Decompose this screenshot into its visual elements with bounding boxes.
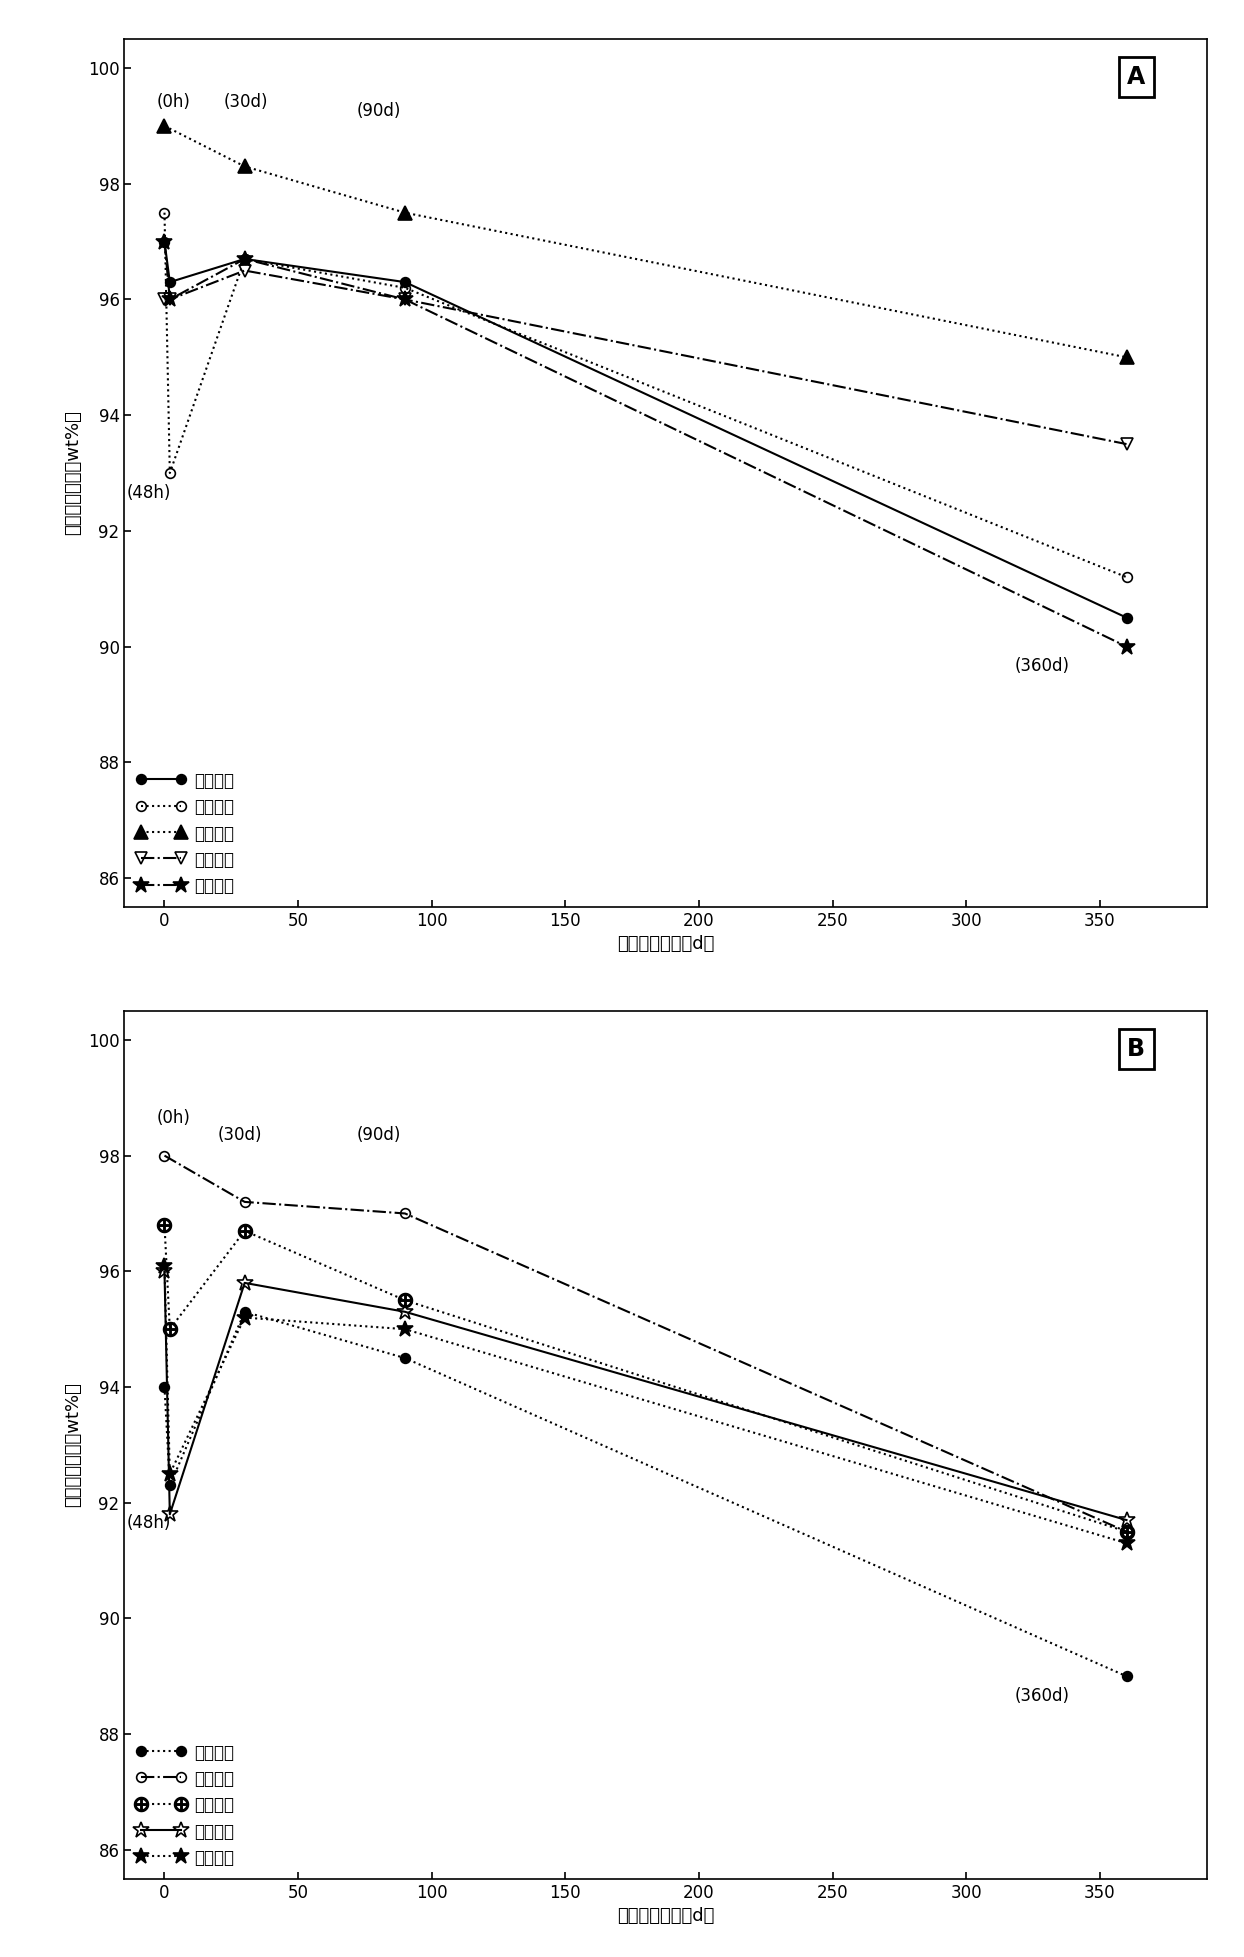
实施例七 [238, 1190, 253, 1213]
实施例一 [398, 270, 413, 294]
实施例二 [238, 247, 253, 270]
实施例二 [398, 276, 413, 299]
实施例四 [157, 288, 172, 311]
实施例二 [163, 462, 178, 485]
实施例七 [1120, 1521, 1135, 1544]
实施例四 [238, 258, 253, 282]
Text: (360d): (360d) [1014, 1687, 1070, 1705]
实施例五 [157, 229, 172, 252]
实施例十 [1120, 1532, 1135, 1556]
实施例七 [398, 1202, 413, 1225]
实施例八 [157, 1213, 172, 1237]
Text: (30d): (30d) [223, 94, 267, 112]
实施例八 [1120, 1521, 1135, 1544]
Text: (360d): (360d) [1014, 658, 1070, 675]
实施例九 [157, 1260, 172, 1284]
实施例二 [1120, 566, 1135, 589]
实施例十 [398, 1317, 413, 1341]
Text: (48h): (48h) [127, 1513, 172, 1532]
Line: 实施例九: 实施例九 [157, 1262, 1135, 1528]
实施例九 [163, 1503, 178, 1526]
Text: A: A [1127, 65, 1146, 90]
实施例六 [157, 1376, 172, 1399]
Line: 实施例一: 实施例一 [159, 237, 1131, 622]
实施例三 [1120, 346, 1135, 370]
实施例四 [163, 288, 178, 311]
实施例十 [163, 1462, 178, 1485]
实施例七 [157, 1145, 172, 1168]
实施例九 [398, 1299, 413, 1323]
实施例一 [238, 247, 253, 270]
实施例一 [157, 229, 172, 252]
Line: 实施例七: 实施例七 [159, 1151, 1131, 1536]
实施例九 [238, 1272, 253, 1296]
Text: (0h): (0h) [157, 1110, 190, 1127]
Y-axis label: 高鐵酸钔含量（wt%）: 高鐵酸钔含量（wt%） [65, 411, 82, 536]
实施例十 [157, 1254, 172, 1278]
Line: 实施例三: 实施例三 [158, 119, 1133, 364]
实施例六 [398, 1346, 413, 1370]
实施例一 [163, 270, 178, 294]
实施例六 [238, 1299, 253, 1323]
Line: 实施例八: 实施例八 [158, 1217, 1133, 1538]
实施例五 [1120, 634, 1135, 658]
实施例四 [1120, 432, 1135, 456]
实施例十 [238, 1305, 253, 1329]
实施例八 [163, 1317, 178, 1341]
实施例一 [1120, 607, 1135, 630]
实施例八 [238, 1219, 253, 1243]
实施例四 [398, 288, 413, 311]
Legend: 实施例一, 实施例二, 实施例三, 实施例四, 实施例五: 实施例一, 实施例二, 实施例三, 实施例四, 实施例五 [129, 765, 241, 902]
实施例五 [398, 288, 413, 311]
实施例三 [398, 202, 413, 225]
X-axis label: 贫存时间（天，d）: 贫存时间（天，d） [617, 935, 714, 953]
Text: (0h): (0h) [157, 94, 190, 112]
Line: 实施例十: 实施例十 [157, 1256, 1135, 1552]
实施例三 [238, 155, 253, 178]
Line: 实施例四: 实施例四 [158, 264, 1133, 450]
实施例六 [1120, 1665, 1135, 1689]
实施例九 [1120, 1509, 1135, 1532]
实施例二 [157, 202, 172, 225]
Legend: 实施例六, 实施例七, 实施例八, 实施例九, 实施例十: 实施例六, 实施例七, 实施例八, 实施例九, 实施例十 [129, 1738, 241, 1873]
Text: (90d): (90d) [357, 1125, 402, 1145]
实施例五 [163, 288, 178, 311]
Text: (90d): (90d) [357, 102, 402, 119]
实施例五 [238, 247, 253, 270]
Text: (48h): (48h) [127, 483, 172, 501]
Line: 实施例六: 实施例六 [159, 1307, 1131, 1681]
实施例三 [157, 114, 172, 137]
Line: 实施例二: 实施例二 [159, 207, 1131, 581]
Line: 实施例五: 实施例五 [157, 233, 1135, 656]
实施例八 [398, 1288, 413, 1311]
Text: B: B [1127, 1037, 1146, 1061]
实施例六 [163, 1474, 178, 1497]
Text: (30d): (30d) [218, 1125, 262, 1145]
Y-axis label: 高鐵酸钔含量（wt%）: 高鐵酸钔含量（wt%） [65, 1382, 82, 1507]
X-axis label: 贫存时间（天，d）: 贫存时间（天，d） [617, 1908, 714, 1926]
